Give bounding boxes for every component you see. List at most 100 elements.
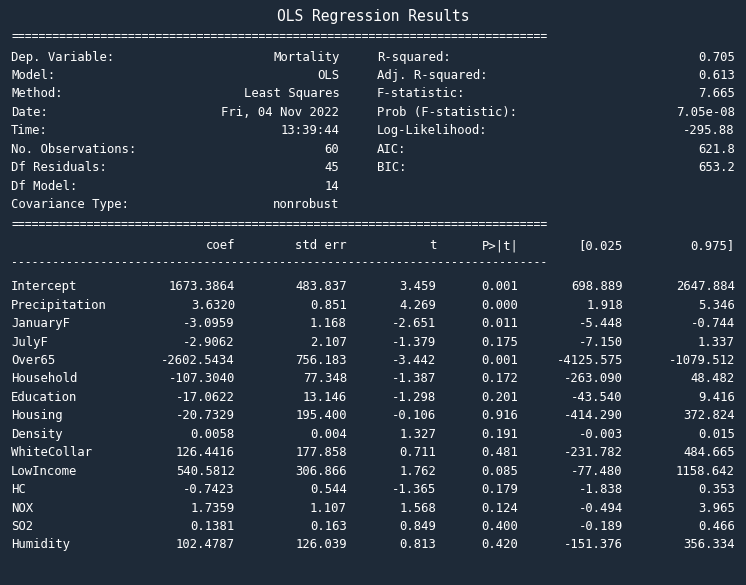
Text: -4125.575: -4125.575: [557, 354, 623, 367]
Text: -1.365: -1.365: [392, 483, 436, 496]
Text: Covariance Type:: Covariance Type:: [11, 198, 129, 211]
Text: Least Squares: Least Squares: [243, 88, 339, 101]
Text: Housing: Housing: [11, 410, 63, 422]
Text: R-squared:: R-squared:: [377, 50, 451, 64]
Text: 0.175: 0.175: [482, 336, 518, 349]
Text: 1.7359: 1.7359: [191, 501, 235, 515]
Text: 7.665: 7.665: [698, 88, 735, 101]
Text: std err: std err: [295, 239, 347, 252]
Text: [0.025: [0.025: [579, 239, 623, 252]
Text: -5.448: -5.448: [579, 317, 623, 330]
Text: 77.348: 77.348: [303, 373, 347, 386]
Text: 698.889: 698.889: [571, 280, 623, 293]
Text: -263.090: -263.090: [564, 373, 623, 386]
Text: 0.015: 0.015: [698, 428, 735, 441]
Text: -1.379: -1.379: [392, 336, 436, 349]
Text: Over65: Over65: [11, 354, 55, 367]
Text: 45: 45: [325, 161, 339, 174]
Text: coef: coef: [205, 239, 235, 252]
Text: Humidity: Humidity: [11, 538, 70, 552]
Text: Intercept: Intercept: [11, 280, 78, 293]
Text: 372.824: 372.824: [683, 410, 735, 422]
Text: 1158.642: 1158.642: [676, 464, 735, 478]
Text: OLS: OLS: [317, 69, 339, 82]
Text: 484.665: 484.665: [683, 446, 735, 459]
Text: 177.858: 177.858: [295, 446, 347, 459]
Text: -107.3040: -107.3040: [169, 373, 235, 386]
Text: -0.003: -0.003: [579, 428, 623, 441]
Text: 0.613: 0.613: [698, 69, 735, 82]
Text: 0.085: 0.085: [482, 464, 518, 478]
Text: JanuaryF: JanuaryF: [11, 317, 70, 330]
Text: Household: Household: [11, 373, 78, 386]
Text: -7.150: -7.150: [579, 336, 623, 349]
Text: 0.201: 0.201: [482, 391, 518, 404]
Text: 0.975]: 0.975]: [691, 239, 735, 252]
Text: -77.480: -77.480: [571, 464, 623, 478]
Text: 195.400: 195.400: [295, 410, 347, 422]
Text: 0.191: 0.191: [482, 428, 518, 441]
Text: Date:: Date:: [11, 106, 48, 119]
Text: No. Observations:: No. Observations:: [11, 143, 137, 156]
Text: -3.442: -3.442: [392, 354, 436, 367]
Text: 102.4787: 102.4787: [176, 538, 235, 552]
Text: 1.568: 1.568: [400, 501, 436, 515]
Text: 756.183: 756.183: [295, 354, 347, 367]
Text: 0.1381: 0.1381: [191, 520, 235, 533]
Text: -2602.5434: -2602.5434: [161, 354, 235, 367]
Text: -17.0622: -17.0622: [176, 391, 235, 404]
Text: Adj. R-squared:: Adj. R-squared:: [377, 69, 487, 82]
Text: NOX: NOX: [11, 501, 34, 515]
Text: 483.837: 483.837: [295, 280, 347, 293]
Text: 0.705: 0.705: [698, 50, 735, 64]
Text: 0.001: 0.001: [482, 280, 518, 293]
Text: -231.782: -231.782: [564, 446, 623, 459]
Text: JulyF: JulyF: [11, 336, 48, 349]
Text: 0.001: 0.001: [482, 354, 518, 367]
Text: -1.387: -1.387: [392, 373, 436, 386]
Text: 0.163: 0.163: [310, 520, 347, 533]
Text: -151.376: -151.376: [564, 538, 623, 552]
Text: Prob (F-statistic):: Prob (F-statistic):: [377, 106, 517, 119]
Text: ------------------------------------------------------------------------------: ----------------------------------------…: [11, 256, 548, 270]
Text: Education: Education: [11, 391, 78, 404]
Text: 7.05e-08: 7.05e-08: [676, 106, 735, 119]
Text: -1079.512: -1079.512: [668, 354, 735, 367]
Text: 13:39:44: 13:39:44: [280, 125, 339, 137]
Text: 0.011: 0.011: [482, 317, 518, 330]
Text: -1.298: -1.298: [392, 391, 436, 404]
Text: 0.172: 0.172: [482, 373, 518, 386]
Text: SO2: SO2: [11, 520, 34, 533]
Text: -2.9062: -2.9062: [184, 336, 235, 349]
Text: -1.838: -1.838: [579, 483, 623, 496]
Text: 1673.3864: 1673.3864: [169, 280, 235, 293]
Text: 1.327: 1.327: [400, 428, 436, 441]
Text: 0.420: 0.420: [482, 538, 518, 552]
Text: 1.337: 1.337: [698, 336, 735, 349]
Text: 653.2: 653.2: [698, 161, 735, 174]
Text: Method:: Method:: [11, 88, 63, 101]
Text: 13.146: 13.146: [303, 391, 347, 404]
Text: 0.353: 0.353: [698, 483, 735, 496]
Text: 0.124: 0.124: [482, 501, 518, 515]
Text: 60: 60: [325, 143, 339, 156]
Text: LowIncome: LowIncome: [11, 464, 78, 478]
Text: Dep. Variable:: Dep. Variable:: [11, 50, 114, 64]
Text: 48.482: 48.482: [691, 373, 735, 386]
Text: 0.000: 0.000: [482, 299, 518, 312]
Text: 0.849: 0.849: [400, 520, 436, 533]
Text: 0.481: 0.481: [482, 446, 518, 459]
Text: 0.711: 0.711: [400, 446, 436, 459]
Text: 356.334: 356.334: [683, 538, 735, 552]
Text: 306.866: 306.866: [295, 464, 347, 478]
Text: Fri, 04 Nov 2022: Fri, 04 Nov 2022: [222, 106, 339, 119]
Text: t: t: [429, 239, 436, 252]
Text: Df Model:: Df Model:: [11, 180, 78, 192]
Text: Time:: Time:: [11, 125, 48, 137]
Text: -0.7423: -0.7423: [184, 483, 235, 496]
Text: -43.540: -43.540: [571, 391, 623, 404]
Text: 1.762: 1.762: [400, 464, 436, 478]
Text: -3.0959: -3.0959: [184, 317, 235, 330]
Text: 4.269: 4.269: [400, 299, 436, 312]
Text: 9.416: 9.416: [698, 391, 735, 404]
